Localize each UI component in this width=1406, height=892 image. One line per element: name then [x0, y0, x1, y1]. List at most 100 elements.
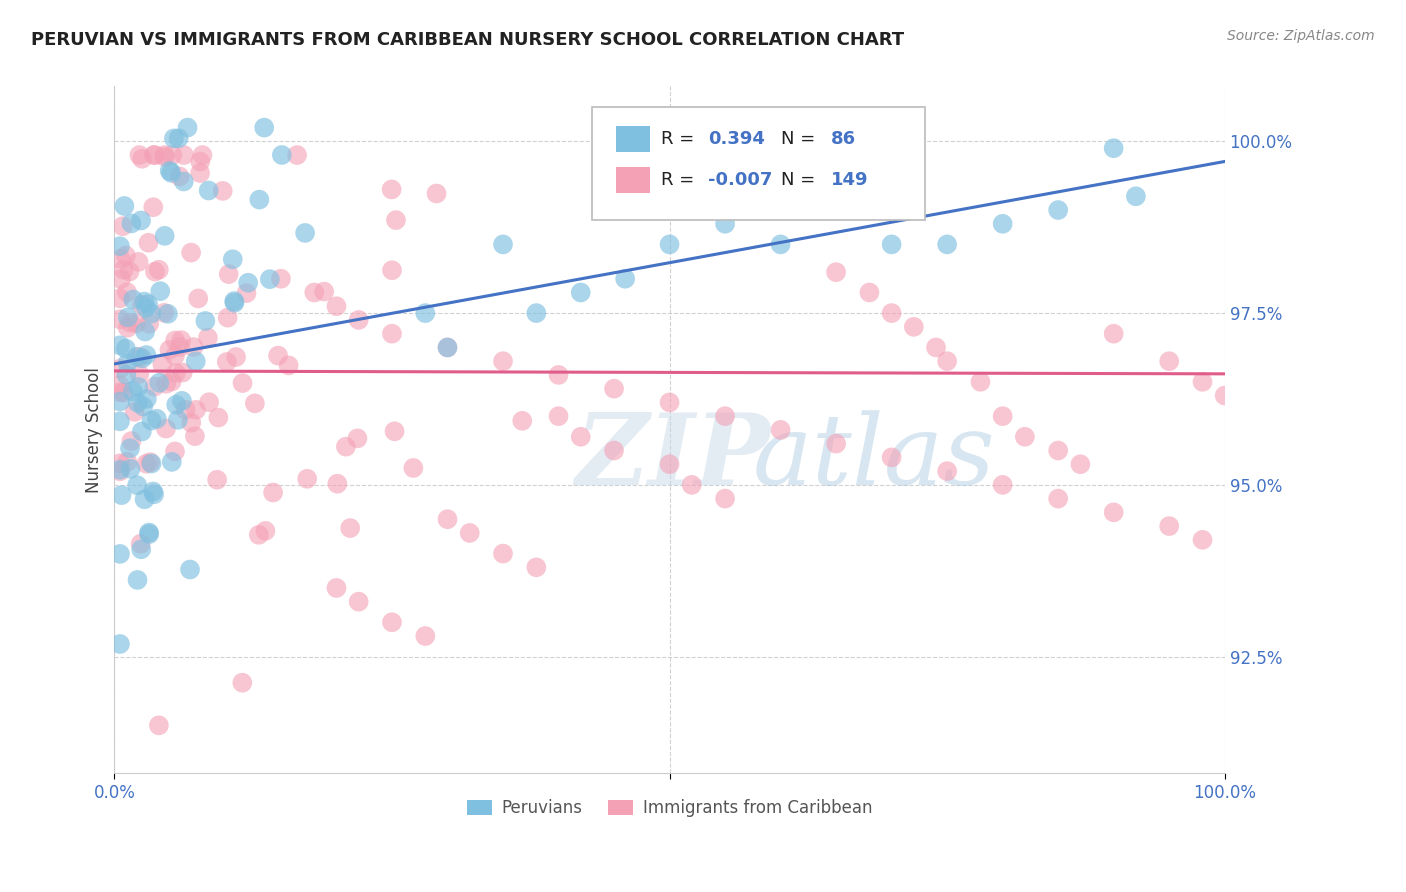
Point	[157, 343, 180, 357]
Text: -0.007: -0.007	[709, 170, 773, 189]
Point	[1047, 491, 1070, 506]
Point	[339, 521, 361, 535]
Point	[135, 301, 157, 315]
Point	[115, 342, 138, 356]
Point	[769, 423, 792, 437]
Point	[425, 186, 447, 201]
Point	[173, 174, 195, 188]
Point	[936, 237, 959, 252]
Point	[122, 384, 145, 399]
Point	[135, 457, 157, 471]
Point	[125, 317, 148, 331]
Point	[1047, 202, 1070, 217]
Point	[1159, 519, 1181, 533]
Point	[1125, 189, 1147, 203]
Point	[936, 354, 959, 368]
Point	[1159, 354, 1181, 368]
Point	[108, 385, 131, 400]
Point	[114, 249, 136, 263]
Point	[1102, 326, 1125, 341]
Point	[825, 436, 848, 450]
Point	[148, 376, 170, 390]
Point	[110, 488, 132, 502]
Point	[117, 310, 139, 325]
Point	[124, 405, 146, 419]
Point	[936, 464, 959, 478]
FancyBboxPatch shape	[616, 126, 650, 152]
Point	[131, 152, 153, 166]
Point	[156, 307, 179, 321]
Point	[163, 444, 186, 458]
Point	[188, 154, 211, 169]
Point	[128, 148, 150, 162]
Point	[146, 412, 169, 426]
Point	[165, 366, 187, 380]
Point	[120, 462, 142, 476]
Text: N =: N =	[780, 129, 815, 147]
Point	[148, 718, 170, 732]
Text: Source: ZipAtlas.com: Source: ZipAtlas.com	[1227, 29, 1375, 43]
Point	[1014, 430, 1036, 444]
Point	[108, 637, 131, 651]
Point	[991, 409, 1014, 424]
Point	[112, 385, 135, 400]
Point	[858, 285, 880, 300]
Point	[120, 316, 142, 330]
Point	[142, 148, 165, 162]
Point	[152, 358, 174, 372]
Point	[325, 299, 347, 313]
Point	[169, 340, 191, 354]
Point	[127, 380, 149, 394]
Point	[111, 219, 134, 234]
Text: 0.394: 0.394	[709, 129, 765, 147]
Point	[188, 166, 211, 180]
Point	[224, 293, 246, 308]
Point	[110, 252, 132, 266]
Point	[143, 148, 166, 162]
Point	[270, 148, 292, 162]
Point	[129, 542, 152, 557]
Point	[1191, 533, 1213, 547]
Point	[1191, 375, 1213, 389]
Point	[402, 461, 425, 475]
Point	[118, 264, 141, 278]
Point	[143, 487, 166, 501]
Text: 86: 86	[831, 129, 856, 147]
Point	[714, 409, 737, 424]
Point	[347, 595, 370, 609]
Point	[384, 425, 406, 439]
Point	[169, 169, 191, 184]
Point	[222, 252, 245, 267]
Point	[153, 228, 176, 243]
Point	[135, 392, 157, 406]
Point	[436, 341, 458, 355]
Point	[603, 382, 626, 396]
Point	[270, 271, 292, 285]
Point	[413, 629, 436, 643]
Point	[108, 464, 131, 478]
Point	[991, 478, 1014, 492]
Point	[194, 314, 217, 328]
Point	[231, 376, 253, 390]
Point	[128, 350, 150, 364]
Point	[117, 320, 139, 334]
Point	[170, 333, 193, 347]
Point	[547, 368, 569, 382]
Point	[138, 525, 160, 540]
Point	[880, 450, 903, 465]
Point	[231, 675, 253, 690]
Point	[207, 410, 229, 425]
Point	[569, 430, 592, 444]
Point	[141, 457, 163, 471]
Point	[1069, 457, 1091, 471]
Point	[153, 306, 176, 320]
Point	[335, 440, 357, 454]
Point	[127, 478, 149, 492]
Point	[277, 359, 299, 373]
Point	[413, 306, 436, 320]
Point	[129, 537, 152, 551]
Point	[215, 355, 238, 369]
Point	[197, 331, 219, 345]
Point	[385, 213, 408, 227]
Point	[174, 402, 197, 417]
